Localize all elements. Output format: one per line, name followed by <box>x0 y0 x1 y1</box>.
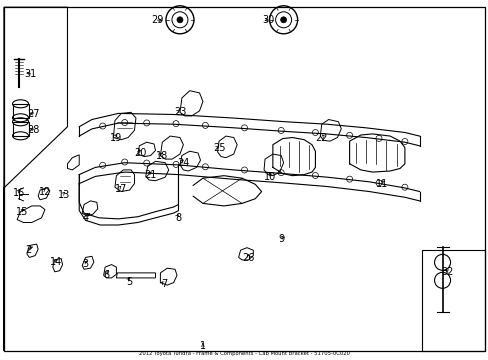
Text: 16: 16 <box>12 188 25 198</box>
Text: 3: 3 <box>82 259 88 269</box>
Text: 18: 18 <box>156 150 168 161</box>
Text: 14: 14 <box>50 257 62 267</box>
Bar <box>13 104 28 118</box>
Text: 23: 23 <box>173 107 186 117</box>
Text: 9: 9 <box>278 234 284 244</box>
Text: 6: 6 <box>103 270 109 280</box>
Text: 21: 21 <box>144 170 157 180</box>
Text: 30: 30 <box>261 15 274 25</box>
Text: 8: 8 <box>175 213 181 223</box>
Text: 5: 5 <box>126 276 132 287</box>
Text: 7: 7 <box>161 279 166 289</box>
Text: 10: 10 <box>263 172 276 182</box>
Text: 1: 1 <box>200 341 205 351</box>
Text: 2012 Toyota Tundra - Frame & Components - Cab Mount Bracket - 51705-0C020: 2012 Toyota Tundra - Frame & Components … <box>139 351 349 356</box>
Text: 26: 26 <box>242 253 254 264</box>
Text: 13: 13 <box>58 190 71 200</box>
Text: 2: 2 <box>25 245 31 255</box>
Circle shape <box>177 17 183 23</box>
Text: 25: 25 <box>212 143 225 153</box>
Text: 22: 22 <box>315 132 327 143</box>
Text: 27: 27 <box>27 109 40 120</box>
Text: 28: 28 <box>27 125 40 135</box>
Bar <box>13 122 28 136</box>
Text: 29: 29 <box>151 15 163 25</box>
Text: 4: 4 <box>82 213 88 223</box>
Text: 17: 17 <box>115 184 127 194</box>
Text: 15: 15 <box>16 207 28 217</box>
Text: 32: 32 <box>440 267 453 277</box>
Text: 11: 11 <box>375 179 388 189</box>
Text: 19: 19 <box>110 132 122 143</box>
Text: 31: 31 <box>24 69 37 79</box>
Text: 24: 24 <box>177 158 189 168</box>
Text: 12: 12 <box>39 186 51 197</box>
Circle shape <box>280 17 286 23</box>
Text: 20: 20 <box>134 148 147 158</box>
